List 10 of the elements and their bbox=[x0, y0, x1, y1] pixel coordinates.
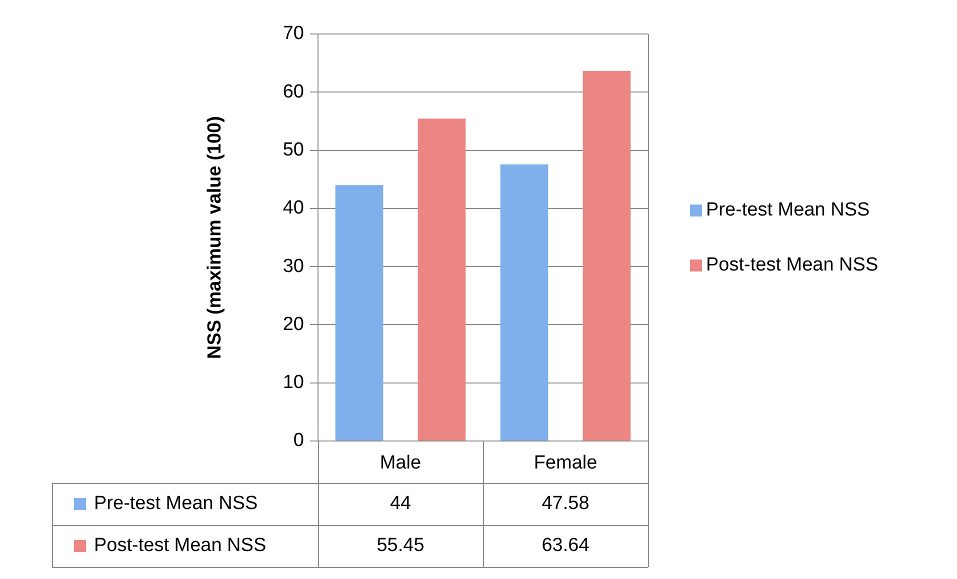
y-tick-label: 40 bbox=[282, 198, 304, 219]
y-tick-label: 30 bbox=[282, 256, 304, 277]
text: Pre-test Mean NSS bbox=[706, 200, 870, 221]
legend-label: Post-test Mean NSS bbox=[706, 254, 878, 276]
y-axis-title: NSS (maximum value (100) bbox=[204, 116, 226, 359]
y-tick-label: 10 bbox=[282, 372, 304, 394]
y-tick-label: 20 bbox=[282, 314, 304, 335]
y-tick-label: 60 bbox=[282, 81, 304, 102]
y-tick-label: 50 bbox=[282, 140, 304, 161]
y-tick-label: 70 bbox=[282, 23, 304, 44]
